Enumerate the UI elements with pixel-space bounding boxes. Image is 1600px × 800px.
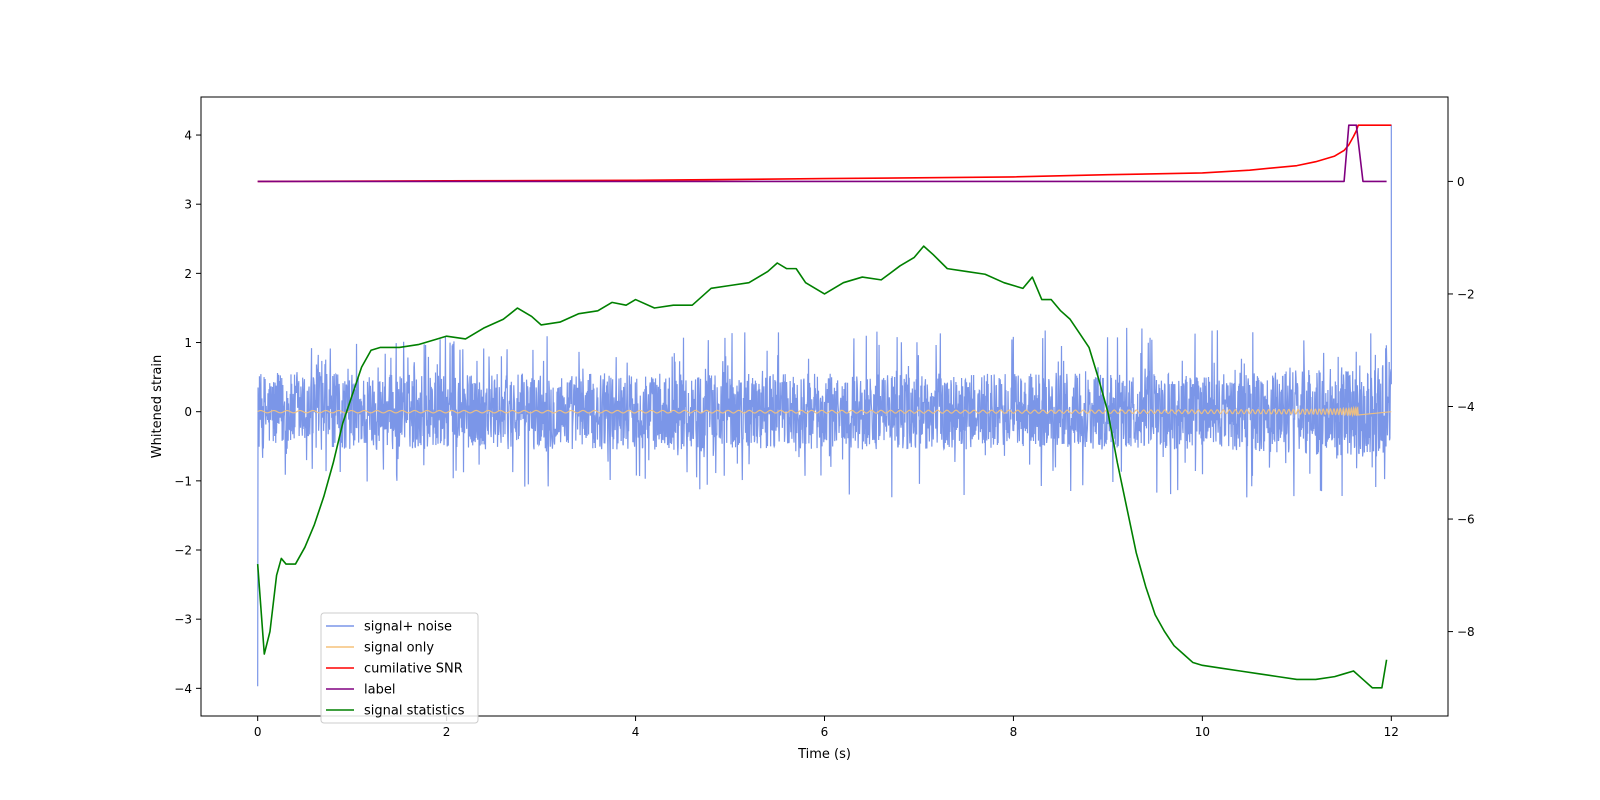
x-tick-label: 8 [1010, 725, 1018, 739]
legend-item: signal statistics [326, 704, 465, 719]
y-tick-label: 3 [184, 198, 192, 212]
legend-item: cumilative SNR [326, 662, 463, 677]
y-tick-label: 4 [184, 129, 192, 143]
series-layer [256, 124, 1392, 689]
legend-label: signal statistics [364, 704, 465, 719]
legend-label: signal only [364, 641, 434, 656]
x-tick-label: 4 [632, 725, 640, 739]
series-signal-only [257, 405, 1392, 418]
y-tick-label: −1 [174, 474, 192, 488]
x-tick-label: 6 [821, 725, 829, 739]
y2-tick-label: −8 [1457, 625, 1475, 639]
legend-item: label [326, 683, 395, 698]
y-axis-label: Whitened strain [150, 355, 165, 458]
y-tick-label: 1 [184, 336, 192, 350]
series-cumulative-snr [257, 124, 1392, 183]
y2-tick-label: −6 [1457, 513, 1475, 527]
y-tick-label: −2 [174, 544, 192, 558]
x-tick-label: 10 [1195, 725, 1210, 739]
x-tick-label: 0 [254, 725, 262, 739]
legend-item: signal+ noise [326, 620, 452, 635]
legend-label: label [364, 683, 395, 698]
y-tick-label: −4 [174, 682, 192, 696]
y-axis-left: −4 −3 −2 −1 0 1 2 3 4 [174, 129, 201, 696]
x-tick-label: 2 [443, 725, 451, 739]
legend-label: signal+ noise [364, 620, 452, 635]
legend-item: signal only [326, 641, 434, 656]
y-tick-label: 0 [184, 405, 192, 419]
x-axis-label: Time (s) [797, 747, 851, 762]
series-label [257, 124, 1387, 183]
series-signal-noise [257, 124, 1392, 687]
x-tick-label: 12 [1384, 725, 1399, 739]
legend: signal+ noise signal only cumilative SNR la… [320, 612, 479, 724]
y-axis-right: −8 −6 −4 −2 0 [1448, 175, 1475, 639]
y2-tick-label: −2 [1457, 287, 1475, 301]
y2-tick-label: −4 [1457, 400, 1475, 414]
y-tick-label: −3 [174, 613, 192, 627]
y2-tick-label: 0 [1457, 175, 1465, 189]
legend-label: cumilative SNR [364, 662, 463, 677]
y-tick-label: 2 [184, 267, 192, 281]
series-signal-statistics [256, 245, 1388, 689]
legend-box [320, 612, 479, 724]
